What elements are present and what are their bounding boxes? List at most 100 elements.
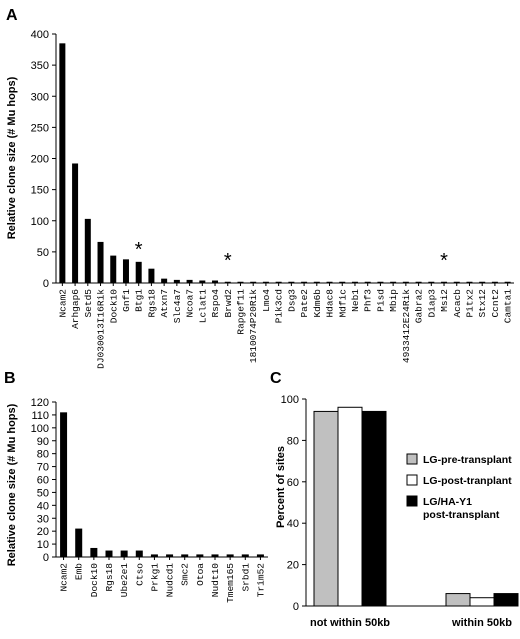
a-bar [59,43,66,284]
a-category-label: Mbip [388,289,399,312]
b-y-tick-label: 100 [31,423,49,435]
a-category-label: Pate2 [299,289,310,318]
a-category-label: Pitx2 [464,289,475,318]
b-category-label: Dock10 [89,563,100,598]
b-y-tick-label: 10 [37,539,49,551]
a-category-label: Msi2 [439,289,450,312]
a-bar [186,279,193,283]
c-bar [361,410,387,607]
b-category-label: Trim52 [255,563,266,598]
a-category-label: Acacb [452,289,463,318]
c-category-label: not within 50kb [310,617,390,629]
a-category-label: Atxn7 [159,289,170,318]
a-category-label: Neb1 [350,289,361,312]
a-category-label: Dock10 [108,289,119,324]
a-category-label: Gabra2 [414,289,425,324]
c-y-tick-label: 20 [287,560,299,572]
a-category-label: 4933412E24Rik [401,289,412,363]
a-category-label: Btg1 [134,289,145,312]
a-y-tick-label: 300 [31,91,49,103]
a-bar [351,281,358,283]
a-bar [479,281,486,283]
a-annotation: * [224,250,232,272]
c-bar [469,597,495,607]
panel-c-y-axis-label: Percent of sites [275,446,287,528]
a-bar [199,280,206,283]
a-bar [224,281,231,283]
b-y-tick-label: 70 [37,462,49,474]
b-category-label: Smc2 [180,563,191,586]
a-category-label: Gnf1 [121,289,132,312]
a-bar [262,281,269,283]
a-bar [453,281,460,283]
b-y-tick-label: 60 [37,475,49,487]
a-category-label: Hdac8 [325,289,336,318]
c-legend-label: LG/HA-Y1 post-transplant [423,496,500,521]
a-category-label: Diap3 [426,289,437,318]
b-bar [181,554,189,557]
a-category-label: Lmo4 [261,289,272,312]
a-y-tick-label: 200 [31,154,49,166]
a-y-tick-label: 250 [31,122,49,134]
a-y-tick-label: 0 [43,278,49,290]
a-category-label: Arhgap6 [70,289,81,329]
a-category-label: Rgs18 [146,289,157,318]
b-category-label: Otoa [195,563,206,586]
a-bar [339,281,346,283]
a-bar [122,259,129,283]
a-y-tick-label: 100 [31,216,49,228]
b-category-label: Tmem165 [225,563,236,603]
a-bar [326,281,333,283]
a-bar [288,281,295,283]
b-bar [211,554,219,557]
a-bar [250,281,257,283]
a-category-label: Ccnt2 [490,289,501,318]
a-bar [173,279,180,283]
panel-a-letter: A [6,7,18,24]
b-category-label: Ncam2 [59,563,70,592]
panel-c-letter: C [270,370,282,387]
a-bar [415,281,422,283]
c-category-label: within 50kb [451,617,512,629]
b-bar [166,554,174,557]
b-category-label: Srbd1 [240,563,251,592]
c-legend-swatch [406,453,418,465]
a-category-label: Rapgef11 [235,289,246,335]
a-annotation: * [440,250,448,272]
c-legend-swatch [406,495,418,507]
a-bar [441,281,448,283]
b-category-label: Nudt10 [210,563,221,598]
c-legend-label: LG-post-tranplant [423,475,512,487]
a-bar [364,281,371,283]
a-category-label: Pisd [375,289,386,312]
a-bar [504,281,511,283]
b-bar [150,554,158,557]
a-category-label: DJ030013I16Rik [96,289,107,369]
a-bar [97,241,104,283]
b-y-tick-label: 90 [37,436,49,448]
b-y-tick-label: 80 [37,449,49,461]
c-bar [445,593,471,607]
c-y-tick-label: 0 [293,601,299,613]
b-y-tick-label: 30 [37,513,49,525]
c-legend-label: LG-pre-transplant [423,454,512,466]
a-category-label: Lclat1 [197,289,208,324]
c-y-tick-label: 100 [281,394,299,406]
b-bar [226,554,234,557]
b-category-label: Ube2e1 [119,563,130,598]
a-bar [72,163,79,283]
b-category-label: Ctso [134,563,145,586]
c-bar [313,410,339,607]
b-y-tick-label: 20 [37,526,49,538]
b-bar [90,547,98,557]
c-y-tick-label: 40 [287,518,299,530]
c-legend-swatch [406,474,418,486]
c-bar [337,406,363,607]
a-bar [377,281,384,283]
a-category-label: Pik3cd [274,289,285,323]
a-bar [402,281,409,283]
b-bar [256,554,264,557]
b-bar [120,550,128,557]
panel-b-letter: B [4,370,16,387]
